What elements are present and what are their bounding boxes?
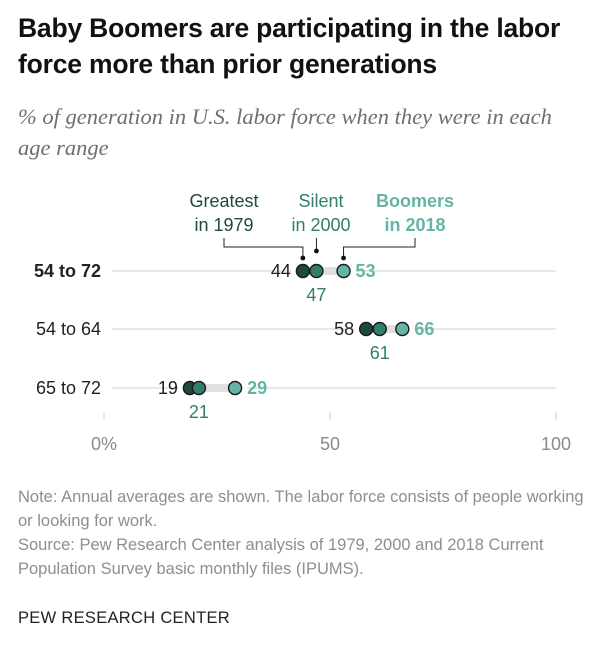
- leader-dot: [314, 248, 319, 254]
- leader-dot: [341, 255, 346, 261]
- x-tick-label: 50: [320, 434, 340, 454]
- chart-title: Baby Boomers are participating in the la…: [18, 13, 561, 79]
- series-name: Boomers: [376, 191, 454, 211]
- chart-note: Note: Annual averages are shown. The lab…: [18, 488, 584, 530]
- leader-dot: [300, 255, 306, 261]
- data-label: 61: [370, 343, 390, 363]
- chart-subtitle: % of generation in U.S. labor force when…: [18, 104, 552, 160]
- data-label: 29: [247, 378, 267, 398]
- series-annotation: Greatest in 1979: [189, 191, 258, 235]
- series-name: in 2018: [384, 215, 445, 235]
- data-point: [191, 380, 207, 396]
- chart-row: 54 to 72 44 47 53: [34, 261, 556, 305]
- category-label: 54 to 64: [36, 319, 101, 339]
- brand-name: PEW RESEARCH CENTER: [18, 609, 230, 627]
- series-name: in 1979: [194, 215, 253, 235]
- leader-line: [343, 238, 416, 258]
- data-label: 47: [306, 285, 326, 305]
- data-label: 21: [189, 402, 209, 422]
- data-label: 53: [356, 261, 376, 281]
- category-label: 65 to 72: [36, 378, 101, 398]
- data-point: [395, 321, 410, 337]
- data-label: 58: [334, 319, 354, 339]
- series-annotation: Silent in 2000: [291, 191, 350, 235]
- chart-row: 65 to 72 19 21 29: [36, 378, 556, 422]
- chart-row: 54 to 64 58 61 66: [36, 319, 556, 363]
- x-tick-label: 0%: [91, 434, 117, 454]
- data-point: [295, 263, 311, 279]
- data-label: 66: [414, 319, 434, 339]
- chart-source: Source: Pew Research Center analysis of …: [18, 536, 544, 578]
- series-name: Silent: [298, 191, 343, 211]
- series-name: Greatest: [189, 191, 258, 211]
- leader-line: [223, 238, 304, 258]
- data-point: [336, 263, 351, 279]
- series-name: in 2000: [291, 215, 350, 235]
- data-point: [372, 321, 387, 337]
- chart-rows: 54 to 72 44 47 53 54 to 64 58 61 66 65 to 72 19 21…: [34, 261, 556, 422]
- x-tick-label: 100: [541, 434, 571, 454]
- dot-plot-chart: Greatest in 1979 Silent in 2000 Boomers in 20…: [34, 191, 571, 454]
- x-axis: 0% 50 100: [91, 412, 571, 454]
- data-label: 19: [158, 378, 178, 398]
- chart-footer: Note: Annual averages are shown. The lab…: [18, 485, 588, 581]
- annotation-leaders: [223, 238, 416, 261]
- data-point: [309, 263, 324, 279]
- data-point: [358, 321, 374, 337]
- data-label: 44: [271, 261, 291, 281]
- series-annotation: Boomers in 2018: [376, 191, 454, 235]
- category-label: 54 to 72: [34, 261, 101, 281]
- data-point: [227, 380, 243, 396]
- series-legend: Greatest in 1979 Silent in 2000 Boomers in 20…: [189, 191, 454, 261]
